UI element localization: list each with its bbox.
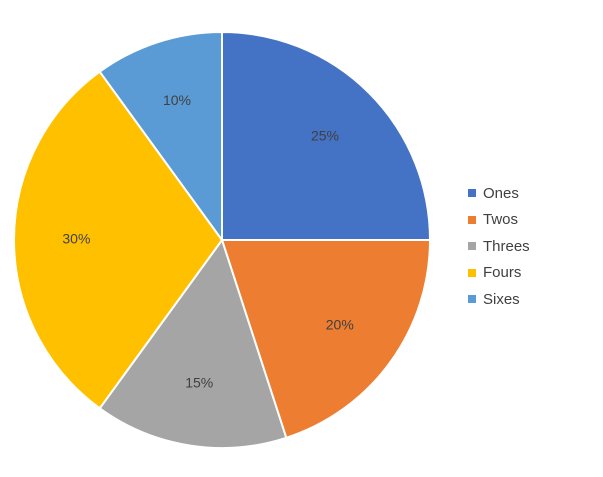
legend-item-twos: Twos bbox=[468, 207, 530, 234]
data-label-threes: 15% bbox=[185, 375, 213, 391]
legend-label-threes: Threes bbox=[483, 237, 530, 255]
pie-slice-ones bbox=[221, 31, 431, 241]
data-label-ones: 25% bbox=[311, 128, 339, 144]
legend-swatch-twos bbox=[468, 215, 476, 224]
legend-swatch-threes bbox=[468, 242, 476, 251]
legend-label-ones: Ones bbox=[483, 184, 519, 202]
pie-slice-twos bbox=[221, 239, 431, 439]
pie-slice-fours bbox=[13, 70, 223, 410]
legend-label-fours: Fours bbox=[483, 264, 522, 282]
legend-item-sixes: Sixes bbox=[468, 286, 530, 313]
chart-legend: Ones Twos Threes Fours Sixes bbox=[468, 180, 530, 313]
data-label-twos: 20% bbox=[326, 316, 354, 332]
legend-swatch-fours bbox=[468, 268, 476, 277]
legend-item-threes: Threes bbox=[468, 233, 530, 260]
pie-slice-threes bbox=[98, 239, 288, 449]
data-label-sixes: 10% bbox=[163, 92, 191, 108]
legend-label-twos: Twos bbox=[483, 211, 519, 229]
legend-swatch-ones bbox=[468, 189, 476, 198]
data-label-fours: 30% bbox=[62, 231, 90, 247]
legend-item-fours: Fours bbox=[468, 260, 530, 287]
legend-item-ones: Ones bbox=[468, 180, 530, 207]
legend-swatch-sixes bbox=[468, 295, 476, 304]
legend-label-sixes: Sixes bbox=[483, 290, 520, 308]
pie-slice-sixes bbox=[98, 31, 223, 241]
